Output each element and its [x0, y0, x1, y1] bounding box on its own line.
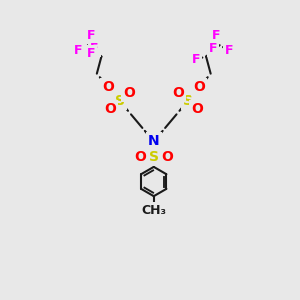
- Text: O: O: [191, 102, 203, 116]
- Text: N: N: [148, 134, 160, 148]
- Text: CH₃: CH₃: [141, 204, 166, 217]
- Text: S: S: [183, 94, 193, 108]
- Text: F: F: [87, 28, 96, 41]
- Text: F: F: [74, 44, 83, 57]
- Text: O: O: [102, 80, 114, 94]
- Text: O: O: [123, 86, 135, 100]
- Text: F: F: [212, 28, 220, 41]
- Text: F: F: [209, 42, 217, 55]
- Text: O: O: [193, 80, 205, 94]
- Text: S: S: [149, 150, 159, 164]
- Text: F: F: [225, 44, 233, 57]
- Text: O: O: [135, 150, 147, 164]
- Text: F: F: [191, 53, 200, 66]
- Text: O: O: [161, 150, 173, 164]
- Text: S: S: [115, 94, 124, 108]
- Text: O: O: [104, 102, 116, 116]
- Text: F: F: [90, 42, 99, 55]
- Text: F: F: [87, 47, 95, 60]
- Text: O: O: [172, 86, 184, 100]
